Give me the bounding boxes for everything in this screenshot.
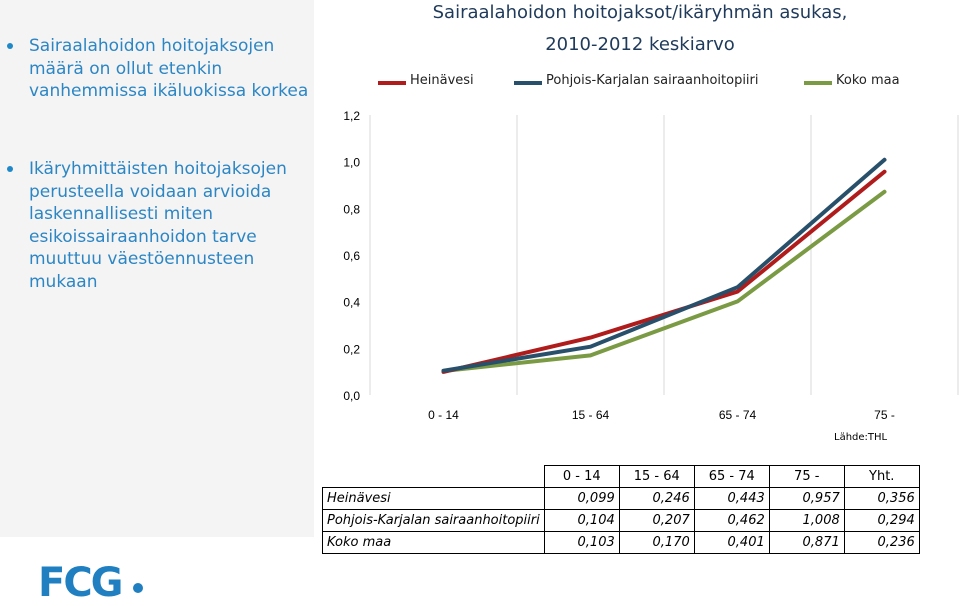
table-cell: 0,236 — [843, 531, 920, 554]
bullet-dot-icon — [7, 43, 13, 49]
table-cell: 1,008 — [768, 509, 845, 532]
table-cell: 0,104 — [543, 509, 620, 532]
table-cell: 0,871 — [768, 531, 845, 554]
fcg-logo: FCG — [38, 560, 124, 606]
table-row: Heinävesi 0,099 0,246 0,443 0,957 0,356 — [322, 487, 920, 510]
table-row-label: Heinävesi — [322, 487, 545, 510]
legend-line-koko-maa — [804, 81, 832, 85]
bullet-text-1: Sairaalahoidon hoitojaksojen määrä on ol… — [29, 36, 309, 101]
chart-title: Sairaalahoidon hoitojaksot/ikäryhmän asu… — [432, 2, 848, 23]
table-header: 0 - 14 — [543, 465, 620, 488]
legend-line-pohjois-karjala — [514, 81, 542, 85]
table-row-label: Pohjois-Karjalan sairaanhoitopiiri — [322, 509, 545, 532]
data-table: 0 - 14 15 - 64 65 - 74 75 - Yht. Heinäve… — [322, 465, 920, 554]
table-cell: 0,401 — [693, 531, 770, 554]
table-header-row: 0 - 14 15 - 64 65 - 74 75 - Yht. — [323, 465, 920, 488]
table-cell: 0,246 — [618, 487, 695, 510]
table-row: Koko maa 0,103 0,170 0,401 0,871 0,236 — [322, 531, 920, 554]
series-line-1 — [441, 157, 887, 373]
table-cell: 0,957 — [768, 487, 845, 510]
table-header: 65 - 74 — [693, 465, 770, 488]
y-tick-label: 0,4 — [343, 296, 360, 310]
x-tick-label: 65 - 74 — [719, 408, 757, 422]
table-cell: 0,207 — [618, 509, 695, 532]
table-corner — [323, 466, 545, 488]
y-tick-label: 0,6 — [343, 249, 360, 263]
table-cell: 0,170 — [618, 531, 695, 554]
table-cell: 0,099 — [543, 487, 620, 510]
table-cell: 0,103 — [543, 531, 620, 554]
table-row: Pohjois-Karjalan sairaanhoitopiiri 0,104… — [322, 509, 920, 532]
table-row-label: Koko maa — [322, 531, 545, 554]
bullet-text-2: Ikäryhmittäisten hoitojaksojen perusteel… — [29, 159, 287, 292]
y-tick-label: 0,8 — [343, 202, 360, 216]
table-header: 75 - — [768, 465, 845, 488]
y-tick-label: 0,2 — [343, 342, 360, 356]
chart-subtitle: 2010-2012 keskiarvo — [545, 34, 735, 55]
left-panel: Sairaalahoidon hoitojaksojen määrä on ol… — [0, 0, 314, 537]
x-tick-label: 0 - 14 — [428, 408, 459, 422]
chart-legend: Heinävesi Pohjois-Karjalan sairaanhoitop… — [0, 73, 959, 93]
series-line-0 — [441, 169, 887, 374]
source-note: Lähde:THL — [834, 432, 888, 443]
logo-dot-icon — [133, 583, 143, 593]
table-header: 15 - 64 — [618, 465, 695, 488]
x-tick-label: 75 - — [874, 408, 895, 422]
table-cell: 0,294 — [843, 509, 920, 532]
table-header: Yht. — [843, 465, 920, 488]
table-cell: 0,462 — [693, 509, 770, 532]
x-tick-label: 15 - 64 — [572, 408, 610, 422]
table-cell: 0,356 — [843, 487, 920, 510]
bullet-dot-icon — [7, 166, 13, 172]
y-tick-label: 0,0 — [343, 389, 360, 403]
y-tick-label: 1,0 — [343, 156, 360, 170]
y-tick-label: 1,2 — [343, 109, 360, 123]
legend-heinavesi: Heinävesi — [410, 73, 474, 88]
legend-pohjois-karjala: Pohjois-Karjalan sairaanhoitopiiri — [546, 73, 759, 88]
table-cell: 0,443 — [693, 487, 770, 510]
legend-koko-maa: Koko maa — [836, 73, 900, 88]
legend-line-heinavesi — [378, 81, 406, 85]
series-line-2 — [441, 189, 887, 373]
